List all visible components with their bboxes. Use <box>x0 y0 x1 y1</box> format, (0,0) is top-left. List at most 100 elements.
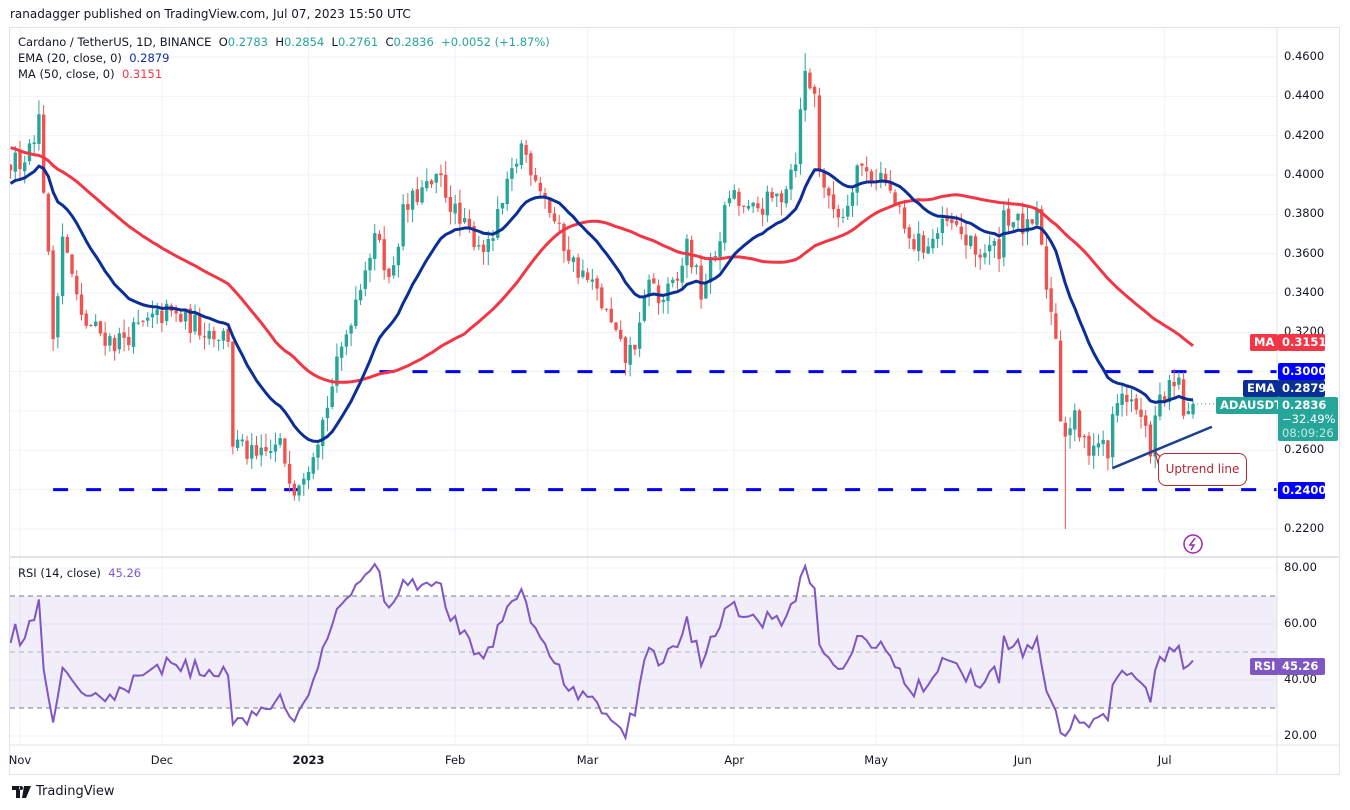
symbol-title[interactable]: Cardano / TetherUS, 1D, BINANCE <box>18 35 212 49</box>
candle <box>741 205 746 214</box>
candle-body <box>37 114 41 144</box>
candle <box>983 244 987 265</box>
candle-body <box>193 314 197 332</box>
candle-body <box>207 330 211 339</box>
candle <box>912 233 916 252</box>
candle <box>1177 371 1181 390</box>
candle-body <box>566 249 571 261</box>
candle-body <box>571 257 576 263</box>
candle-body <box>453 203 457 214</box>
candle-body <box>1054 313 1058 339</box>
candle <box>533 167 538 183</box>
candle-body <box>273 444 278 452</box>
candle-body <box>202 336 207 338</box>
price-tick-label: 0.4400 <box>1284 88 1325 103</box>
rsi-legend[interactable]: RSI (14, close) 45.26 <box>18 566 141 580</box>
candle <box>628 336 632 377</box>
candle <box>718 232 722 271</box>
candle-body <box>316 444 320 458</box>
candle-body <box>548 199 552 213</box>
candle-body <box>98 321 103 334</box>
candle <box>268 439 273 460</box>
candle <box>1191 400 1195 419</box>
candle <box>1016 212 1020 229</box>
tradingview-logo[interactable]: TradingView <box>12 784 115 799</box>
candle <box>434 173 438 194</box>
candle <box>235 430 240 452</box>
candle-body <box>10 164 13 171</box>
candle <box>893 189 897 206</box>
candle-body <box>595 278 599 289</box>
candle <box>1073 403 1077 442</box>
candle-body <box>628 344 632 365</box>
candle <box>1172 368 1176 400</box>
candle <box>221 328 226 350</box>
candle-body <box>741 205 746 207</box>
flash-icon[interactable] <box>1183 534 1203 554</box>
candle-body <box>850 192 855 206</box>
candle-body <box>775 193 779 197</box>
candle <box>1144 410 1148 438</box>
candle <box>637 311 642 357</box>
candle <box>538 176 542 198</box>
candle <box>1153 405 1157 469</box>
candle <box>860 163 864 176</box>
candle-body <box>666 283 670 301</box>
candle-body <box>1039 209 1044 245</box>
candle <box>548 197 552 218</box>
candle-body <box>415 189 420 203</box>
candle-body <box>879 172 883 182</box>
candle <box>1162 391 1167 407</box>
candle <box>685 234 689 279</box>
candle-body <box>1148 424 1153 457</box>
candle-body <box>164 303 169 322</box>
ma-tag-name: MA <box>1250 334 1279 351</box>
candle-body <box>448 196 453 212</box>
candle-body <box>704 283 708 299</box>
time-tick-label: 2023 <box>292 753 325 767</box>
publisher-caption: ranadagger published on TradingView.com,… <box>10 7 411 21</box>
candle <box>1181 372 1186 420</box>
candle <box>1106 440 1110 471</box>
candle-body <box>1172 381 1176 387</box>
candle-body <box>18 150 22 170</box>
candle <box>122 319 126 352</box>
candle <box>784 185 788 208</box>
candle <box>1044 234 1049 299</box>
candle <box>746 199 751 211</box>
candle-body <box>221 330 226 341</box>
candle <box>453 194 457 225</box>
candle <box>330 378 334 410</box>
candle-body <box>60 236 65 297</box>
candle-body <box>330 386 334 407</box>
chart-frame <box>9 27 1340 775</box>
candle <box>84 309 88 329</box>
candle <box>566 236 571 264</box>
candle-body <box>444 174 448 198</box>
ma-legend-row[interactable]: MA (50, close, 0) 0.3151 <box>18 66 550 82</box>
candle <box>917 221 921 262</box>
candle-body <box>387 268 391 278</box>
candle <box>164 299 169 326</box>
candle-body <box>160 310 164 324</box>
candle <box>1021 202 1025 247</box>
uptrend-line-callout[interactable]: Uptrend line <box>1158 453 1247 486</box>
candle-body <box>543 193 547 199</box>
candle <box>519 140 524 170</box>
candle <box>391 256 396 279</box>
ema-legend-row[interactable]: EMA (20, close, 0) 0.2879 <box>18 50 550 66</box>
candle-body <box>552 213 557 222</box>
candle-body <box>32 142 36 144</box>
candle <box>358 284 363 306</box>
candle-body <box>1016 213 1020 221</box>
candle <box>344 330 349 356</box>
candle-body <box>808 72 812 89</box>
candle <box>964 221 968 259</box>
candle <box>500 202 505 215</box>
candle-body <box>363 270 367 289</box>
symbol-ohlc-row: Cardano / TetherUS, 1D, BINANCE O0.2783 … <box>18 34 550 50</box>
candle-body <box>1025 219 1030 233</box>
candle-body <box>812 86 817 94</box>
candle-body <box>89 325 93 327</box>
